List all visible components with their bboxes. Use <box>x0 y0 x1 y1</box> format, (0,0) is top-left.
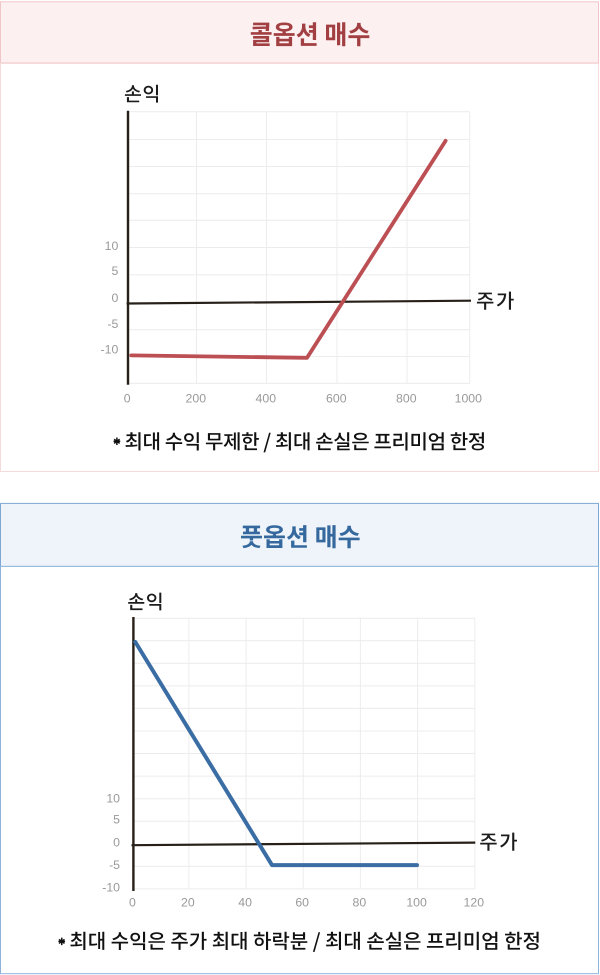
svg-text:100: 100 <box>406 896 427 910</box>
svg-text:600: 600 <box>326 391 347 405</box>
svg-text:10: 10 <box>105 239 119 253</box>
svg-text:0: 0 <box>113 836 120 850</box>
svg-text:60: 60 <box>295 896 309 910</box>
svg-text:0: 0 <box>129 896 136 910</box>
svg-text:200: 200 <box>186 391 207 405</box>
svg-text:-5: -5 <box>109 858 120 872</box>
svg-text:400: 400 <box>256 391 277 405</box>
svg-text:1000: 1000 <box>455 391 483 405</box>
svg-text:80: 80 <box>353 896 367 910</box>
svg-text:5: 5 <box>111 264 118 278</box>
svg-text:-10: -10 <box>101 343 119 357</box>
svg-text:5: 5 <box>113 813 120 827</box>
svg-text:120: 120 <box>464 896 485 910</box>
svg-text:40: 40 <box>238 896 252 910</box>
svg-text:10: 10 <box>106 791 120 805</box>
svg-text:-5: -5 <box>107 317 118 331</box>
svg-text:800: 800 <box>396 391 417 405</box>
svg-text:0: 0 <box>124 391 131 405</box>
svg-text:0: 0 <box>111 291 118 305</box>
svg-text:20: 20 <box>181 896 195 910</box>
svg-text:-10: -10 <box>102 880 120 894</box>
